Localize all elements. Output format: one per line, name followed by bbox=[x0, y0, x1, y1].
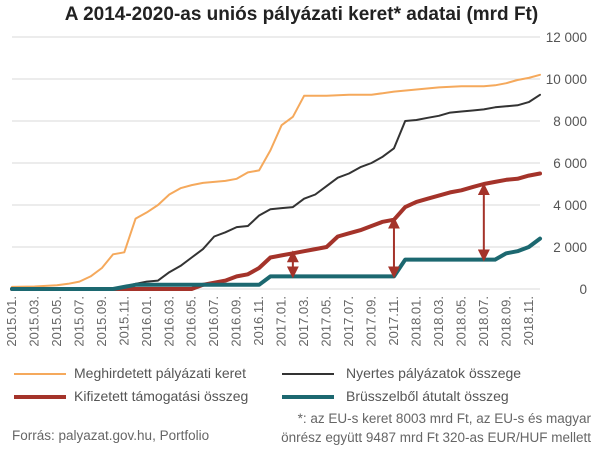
x-tick-label: 2017.11. bbox=[386, 296, 401, 346]
legend-swatch-brusszel bbox=[282, 395, 334, 399]
x-tick-label: 2017.05. bbox=[319, 296, 334, 347]
y-tick-label: 12 000 bbox=[546, 30, 587, 45]
y-tick-label: 6 000 bbox=[553, 156, 587, 171]
legend-label-nyertes: Nyertes pályázatok összege bbox=[346, 365, 522, 381]
x-tick-label: 2015.01. bbox=[4, 296, 19, 347]
series-line bbox=[10, 236, 542, 291]
x-tick-label: 2015.09. bbox=[94, 296, 109, 347]
x-tick-label: 2016.03. bbox=[161, 296, 176, 347]
x-tick-label: 2016.07. bbox=[206, 296, 221, 347]
x-tick-label: 2018.01. bbox=[408, 296, 423, 347]
y-tick-label: 2 000 bbox=[553, 240, 587, 255]
series-line bbox=[10, 171, 542, 291]
y-tick-label: 4 000 bbox=[553, 198, 587, 213]
x-tick-label: 2018.03. bbox=[431, 296, 446, 347]
x-tick-label: 2018.09. bbox=[498, 296, 513, 347]
legend-swatch-kifizetett bbox=[14, 395, 66, 399]
x-tick-label: 2015.03. bbox=[26, 296, 41, 347]
legend-label-brusszel: Brüsszelből átutalt összeg bbox=[346, 388, 509, 404]
legend-swatch-meghirdetett bbox=[14, 373, 66, 375]
x-tick-label: 2016.09. bbox=[229, 296, 244, 347]
legend-label-meghirdetett: Meghirdetett pályázati keret bbox=[74, 365, 246, 381]
x-tick-label: 2018.07. bbox=[476, 296, 491, 347]
source-note: Forrás: palyazat.gov.hu, Portfolio bbox=[12, 428, 210, 443]
x-tick-label: 2017.01. bbox=[274, 296, 289, 347]
x-tick-label: 2016.11. bbox=[251, 296, 266, 346]
legend-label-kifizetett: Kifizetett támogatási összeg bbox=[74, 388, 249, 404]
chart-title: A 2014-2020-as uniós pályázati keret* ad… bbox=[64, 4, 539, 25]
x-tick-label: 2017.07. bbox=[341, 296, 356, 347]
series-line bbox=[11, 93, 541, 290]
x-tick-label: 2015.11. bbox=[116, 296, 131, 346]
y-tick-label: 0 bbox=[579, 282, 587, 297]
x-tick-label: 2015.07. bbox=[71, 296, 86, 347]
footnote-line-1: *: az EU-s keret 8003 mrd Ft, az EU-s és… bbox=[297, 411, 591, 426]
x-tick-label: 2015.05. bbox=[49, 296, 64, 347]
x-tick-label: 2017.09. bbox=[363, 296, 378, 347]
footnote-line-2: önrész együtt 9487 mrd Ft 320-as EUR/HUF… bbox=[281, 430, 591, 445]
y-tick-label: 10 000 bbox=[546, 72, 587, 87]
x-tick-label: 2016.01. bbox=[139, 296, 154, 347]
x-tick-label: 2016.05. bbox=[184, 296, 199, 347]
series-line bbox=[11, 73, 541, 288]
x-tick-label: 2018.05. bbox=[453, 296, 468, 347]
legend-swatch-nyertes bbox=[282, 373, 334, 375]
x-tick-label: 2018.11. bbox=[521, 296, 536, 346]
y-tick-label: 8 000 bbox=[553, 114, 587, 129]
x-tick-label: 2017.03. bbox=[296, 296, 311, 347]
